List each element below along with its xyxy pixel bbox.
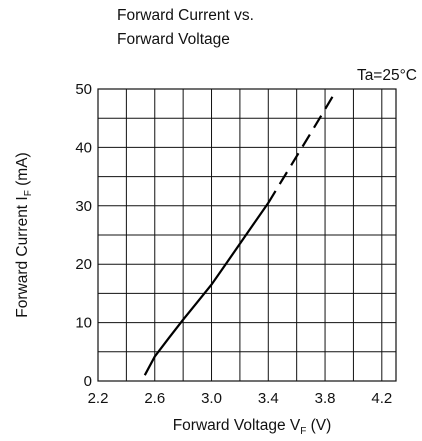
- y-tick-label-2: 20: [75, 256, 92, 273]
- chart-title-line-1: Forward Current vs.: [117, 7, 254, 24]
- x-axis-label: Forward Voltage VF (V): [173, 417, 332, 437]
- x-tick-label-4: 3.8: [315, 390, 336, 407]
- x-tick-label-5: 4.2: [371, 390, 392, 407]
- y-tick-label-3: 30: [75, 198, 92, 215]
- chart-title-line-2: Forward Voltage: [117, 31, 230, 48]
- solid-curve-0: [143, 202, 270, 376]
- x-tick-label-0: 2.2: [88, 390, 109, 407]
- plot-frame: [97, 88, 397, 382]
- dashed-curve-1: [267, 94, 335, 204]
- tick-labels: 2.2 2.6 3.0 3.4 3.8 4.2 0 10 20 30 40 50: [75, 81, 392, 407]
- x-tick-label-2: 3.0: [201, 390, 222, 407]
- y-tick-label-1: 10: [75, 315, 92, 332]
- y-tick-label-0: 0: [84, 373, 92, 390]
- x-tick-label-1: 2.6: [144, 390, 165, 407]
- grid: [97, 88, 397, 382]
- condition-label: Ta=25°C: [357, 67, 417, 84]
- x-tick-label-3: 3.4: [258, 390, 279, 407]
- y-tick-label-5: 50: [75, 81, 92, 98]
- plot-lines: [143, 94, 335, 376]
- y-axis-label: Forward Current IF (mA): [14, 152, 34, 317]
- y-tick-label-4: 40: [75, 139, 92, 156]
